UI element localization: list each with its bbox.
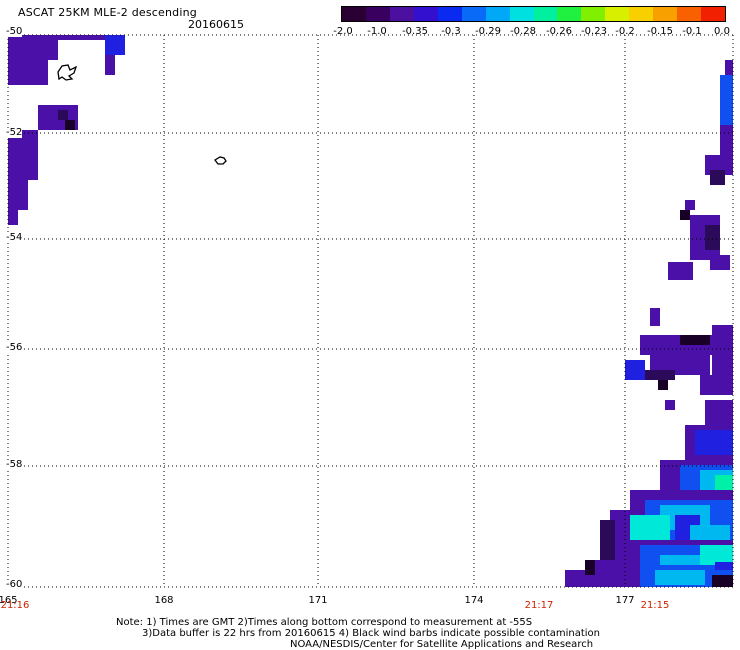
data-cell xyxy=(8,210,18,225)
colorbar-label: -0.1 xyxy=(682,26,702,37)
lat-label: -60 xyxy=(6,579,23,590)
colorbar-label: -0.2 xyxy=(615,26,635,37)
lat-label: -52 xyxy=(6,127,23,138)
data-cell xyxy=(720,75,733,125)
colorbar-label: -0.15 xyxy=(647,26,673,37)
data-cell xyxy=(720,125,733,155)
lat-label: -50 xyxy=(6,26,23,37)
data-cell xyxy=(725,60,733,75)
lon-label: 177 xyxy=(615,595,635,606)
colorbar-swatch xyxy=(677,7,702,21)
colorbar-swatch xyxy=(653,7,678,21)
data-cell xyxy=(105,35,125,55)
data-cell xyxy=(712,575,733,587)
data-cell xyxy=(8,35,108,40)
colorbar-swatch xyxy=(509,7,534,21)
data-cell xyxy=(58,110,68,120)
lon-label: 171 xyxy=(308,595,328,606)
product-date: 20160615 xyxy=(188,18,244,31)
time-label: 21:16 xyxy=(0,600,30,611)
colorbar-swatch xyxy=(581,7,606,21)
colorbar-label: -1.0 xyxy=(367,26,387,37)
data-cell xyxy=(8,180,28,210)
note-line: NOAA/NESDIS/Center for Satellite Applica… xyxy=(290,639,594,650)
graticule xyxy=(7,34,734,588)
data-cell xyxy=(680,335,710,345)
data-cell xyxy=(625,360,645,380)
data-swath xyxy=(8,35,733,587)
data-cell xyxy=(668,262,693,280)
product-title: ASCAT 25KM MLE-2 descending xyxy=(18,6,197,19)
time-label: 21:15 xyxy=(640,600,670,611)
lon-label: 174 xyxy=(464,595,484,606)
data-cell xyxy=(658,380,668,390)
data-cell xyxy=(48,40,58,60)
colorbar-label: -0.35 xyxy=(402,26,428,37)
data-cell xyxy=(710,255,730,270)
data-cell xyxy=(650,308,660,326)
data-cell xyxy=(685,200,695,210)
colorbar-swatch xyxy=(342,7,366,21)
colorbar-swatch xyxy=(605,7,630,21)
colorbar-label: -0.29 xyxy=(475,26,501,37)
note-line: Note: 1) Times are GMT 2)Times along bot… xyxy=(116,617,533,628)
colorbar-label: -0.28 xyxy=(510,26,536,37)
data-cell xyxy=(8,130,38,180)
data-cell xyxy=(65,120,75,130)
colorbar-label: -0.3 xyxy=(441,26,461,37)
colorbar-swatch xyxy=(413,7,438,21)
colorbar-swatch xyxy=(701,7,725,21)
island-outline xyxy=(57,64,78,81)
data-cell xyxy=(665,400,675,410)
data-cell xyxy=(645,370,675,380)
colorbar-swatch xyxy=(389,7,414,21)
data-cell xyxy=(705,225,720,250)
colorbar-swatch xyxy=(365,7,390,21)
data-cell xyxy=(715,562,733,570)
lat-label: -58 xyxy=(6,459,23,470)
colorbar-label: -2.0 xyxy=(333,26,353,37)
colorbar-swatch xyxy=(557,7,582,21)
data-cell xyxy=(700,375,733,395)
lon-label: 168 xyxy=(154,595,174,606)
colorbar-swatch xyxy=(461,7,486,21)
lon-label: 165 xyxy=(0,595,18,606)
colorbar-label: -0.26 xyxy=(546,26,572,37)
colorbar xyxy=(341,6,726,22)
data-cell xyxy=(655,570,705,585)
time-label: 21:17 xyxy=(524,600,554,611)
data-cell xyxy=(8,40,48,85)
map-frame xyxy=(7,34,734,588)
colorbar-swatch xyxy=(485,7,510,21)
lat-label: -56 xyxy=(6,342,23,353)
colorbar-swatch xyxy=(437,7,462,21)
data-cell xyxy=(710,170,725,185)
data-cell xyxy=(695,430,733,455)
data-cell xyxy=(105,55,115,75)
colorbar-label: 0.0 xyxy=(714,26,730,37)
colorbar-swatch xyxy=(629,7,654,21)
note-line: 3)Data buffer is 22 hrs from 20160615 4)… xyxy=(142,628,600,639)
data-cell xyxy=(680,210,690,220)
data-cell xyxy=(595,560,640,587)
data-cell xyxy=(600,520,615,560)
colorbar-swatch xyxy=(533,7,558,21)
lat-label: -54 xyxy=(6,232,23,243)
island-outline xyxy=(214,156,227,165)
colorbar-label: -0.23 xyxy=(581,26,607,37)
